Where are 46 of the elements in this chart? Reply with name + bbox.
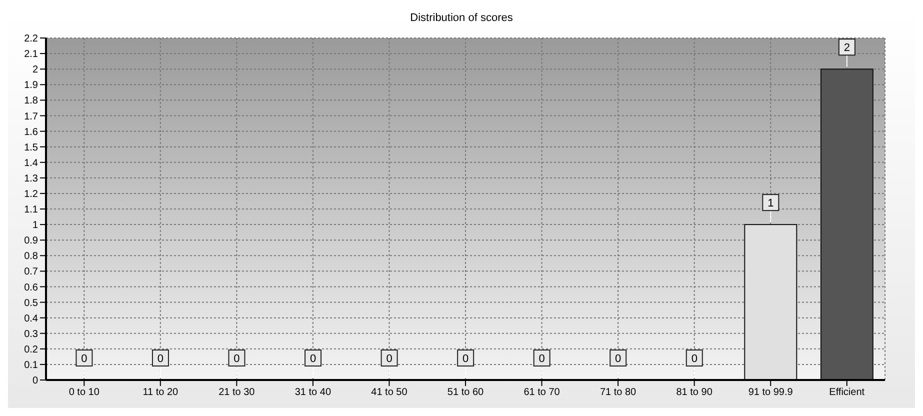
x-tick-label: 61 to 70	[524, 387, 560, 398]
y-tick-label: 0.6	[24, 282, 38, 294]
data-label: 0	[386, 353, 392, 365]
y-tick-label: 1.9	[24, 80, 38, 92]
chart-title: Distribution of scores	[409, 11, 514, 26]
y-tick-label: 0.1	[24, 360, 38, 372]
y-tick-label: 0.4	[24, 313, 38, 324]
y-tick-label: 1.2	[24, 189, 38, 200]
data-label: 0	[462, 353, 469, 365]
y-tick-label: 1.1	[24, 204, 38, 216]
x-tick-label: 91 to 99.9	[748, 387, 794, 398]
data-label: 0	[157, 353, 164, 365]
y-tick-label: 0.7	[24, 266, 38, 278]
y-tick-label: 1.7	[24, 111, 38, 122]
x-tick-label: 51 to 60	[447, 387, 484, 398]
data-label: 2	[844, 42, 850, 54]
data-label: 0	[691, 353, 698, 365]
x-tick-label: 81 to 90	[676, 387, 713, 398]
x-tick-label: Efficient	[829, 387, 865, 398]
y-tick-label: 0.9	[24, 236, 38, 247]
data-label: 0	[615, 353, 622, 365]
x-tick-label: 11 to 20	[142, 387, 179, 398]
x-tick-label: 21 to 30	[218, 387, 256, 398]
y-tick-label: 0.3	[24, 328, 38, 340]
y-tick-label: 0.8	[24, 251, 38, 262]
y-tick-label: 2	[32, 64, 38, 76]
data-label: 0	[310, 353, 316, 365]
y-tick-label: 1.8	[24, 96, 38, 107]
y-tick-label: 1.3	[24, 173, 38, 184]
y-tick-label: 1.5	[24, 142, 38, 154]
data-label: 0	[538, 353, 545, 365]
x-tick-label: 71 to 80	[600, 387, 637, 398]
y-tick-label: 1	[32, 220, 38, 232]
x-tick-label: 0 to 10	[68, 387, 100, 398]
y-tick-label: 1.6	[24, 126, 38, 138]
x-tick-label: 41 to 50	[371, 387, 408, 398]
x-tick-label: 31 to 40	[294, 387, 332, 398]
y-tick-label: 0.5	[24, 298, 38, 309]
y-tick-label: 1.4	[24, 158, 38, 169]
data-label: 1	[768, 198, 774, 210]
data-label: 0	[81, 353, 88, 365]
data-label: 0	[234, 353, 240, 365]
y-tick-label: 0	[32, 376, 38, 387]
y-tick-label: 2.2	[24, 34, 38, 45]
y-tick-label: 0.2	[24, 344, 38, 356]
y-tick-label: 2.1	[24, 49, 38, 60]
